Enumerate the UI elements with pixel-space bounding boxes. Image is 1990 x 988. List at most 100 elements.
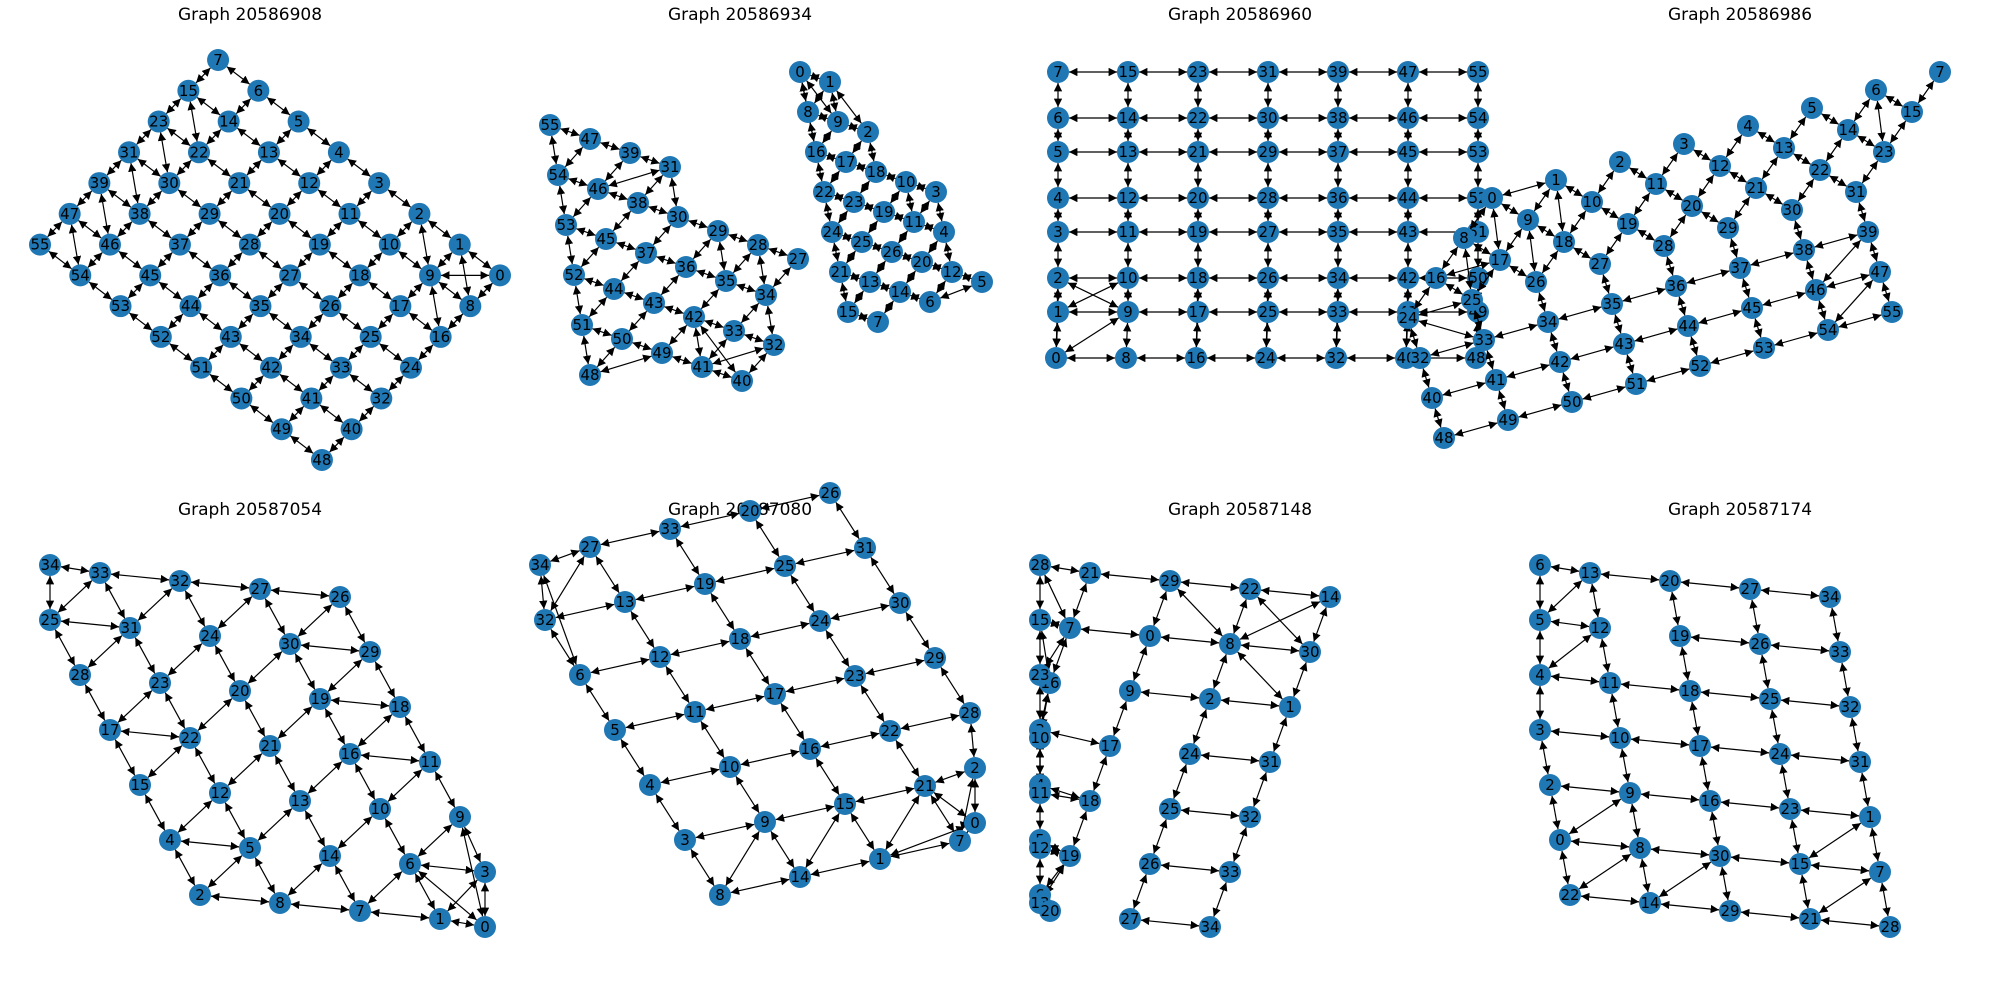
node-label: 22 [1240, 580, 1259, 598]
graph-node [731, 370, 753, 392]
node-label: 50 [232, 389, 251, 407]
graph-edge [1200, 751, 1260, 765]
graph-edge [690, 848, 715, 887]
graph-edge [1550, 673, 1600, 685]
node-label: 10 [380, 236, 399, 254]
graph-node [1139, 853, 1161, 875]
graph-edge [588, 296, 608, 318]
graph-edge [57, 580, 93, 613]
graph-edge [1680, 578, 1740, 592]
graph-edge [664, 305, 684, 315]
graph-edge [1757, 131, 1775, 143]
graph-edge [356, 190, 372, 207]
graph-edge [616, 241, 636, 251]
graph-edge [1180, 578, 1240, 592]
graph-edge [264, 598, 286, 635]
graph-edge [235, 98, 252, 115]
node-label: 41 [692, 358, 711, 376]
node-label: 31 [1258, 63, 1277, 81]
graph-node [1045, 347, 1067, 369]
node-label: 6 [254, 82, 264, 100]
graph-edge [1537, 292, 1547, 312]
graph-edge [822, 130, 832, 144]
node-label: 2 [970, 759, 980, 777]
node-label: 8 [803, 103, 813, 121]
graph-node [459, 295, 482, 318]
node-label: 16 [1426, 269, 1445, 287]
node-label: 19 [695, 575, 714, 593]
node-label: 8 [1121, 349, 1131, 367]
node-label: 3 [1053, 223, 1063, 241]
node-label: 40 [1422, 389, 1441, 407]
node-label: 17 [1188, 303, 1207, 321]
node-label: 20 [1660, 572, 1679, 590]
graph-edge [608, 168, 660, 188]
graph-edge [760, 493, 820, 511]
graph-edge [420, 861, 475, 875]
graph-edge [936, 280, 946, 294]
graph-edge [1701, 211, 1719, 223]
graph-edge [572, 285, 584, 315]
graph-node [747, 234, 769, 256]
node-label: 34 [1200, 918, 1219, 936]
graph-edge [1421, 368, 1431, 388]
graph-edge [377, 313, 394, 330]
node-label: 27 [788, 250, 807, 268]
node-label: 37 [1328, 143, 1347, 161]
graph-edge [1046, 864, 1064, 887]
graph-node [368, 172, 391, 195]
graph-edge [1601, 274, 1611, 294]
node-label: 33 [1830, 643, 1849, 661]
graph-node [249, 295, 272, 318]
graph-edge [316, 159, 332, 176]
graph-edge [864, 201, 874, 213]
graph-node [1453, 227, 1475, 249]
graph-node [1159, 798, 1181, 820]
graph-node [149, 325, 172, 348]
graph-edge [286, 190, 303, 207]
graph-node [933, 221, 955, 243]
graph-edge [387, 189, 412, 208]
graph-edge [580, 335, 592, 365]
graph-node [1779, 798, 1801, 820]
graph-edge [704, 319, 724, 329]
node-label: 42 [684, 308, 703, 326]
graph-edge [1050, 786, 1080, 800]
graph-edge [437, 252, 453, 268]
graph-edge [656, 255, 676, 265]
graph-node [128, 202, 151, 225]
graph-edge [1805, 260, 1815, 280]
graph-edge [1212, 882, 1228, 917]
graph-edge [870, 556, 895, 595]
node-label: 9 [760, 813, 770, 831]
graph-panel: Graph 2058714801234567891011121314151617… [1029, 500, 1341, 938]
graph-edge [1665, 189, 1683, 201]
graph-edge [1568, 798, 1622, 835]
graph-edge [1569, 210, 1587, 234]
graph-edge [1634, 327, 1678, 343]
node-label: 46 [1806, 281, 1825, 299]
node-label: 23 [1030, 666, 1049, 684]
graph-edge [1650, 845, 1710, 859]
node-label: 33 [1220, 863, 1239, 881]
node-label: 24 [1770, 745, 1789, 763]
graph-edge [890, 841, 950, 859]
graph-node [1789, 853, 1811, 875]
node-label: 14 [790, 868, 809, 886]
graph-edge [1689, 701, 1701, 736]
node-label: 35 [251, 297, 270, 315]
node-label: 16 [800, 740, 819, 758]
graph-node [819, 482, 841, 504]
graph-edge [1677, 296, 1687, 316]
node-label: 6 [925, 293, 935, 311]
graph-node [719, 756, 741, 778]
graph-edge [839, 282, 849, 302]
graph-node [1679, 680, 1701, 702]
graph-edge [735, 775, 760, 814]
node-label: 9 [1625, 784, 1635, 802]
graph-edge [1260, 586, 1320, 600]
graph-node [854, 537, 876, 559]
node-label: 4 [1535, 666, 1545, 684]
node-label: 33 [1474, 331, 1493, 349]
graph-edge [1620, 680, 1680, 694]
